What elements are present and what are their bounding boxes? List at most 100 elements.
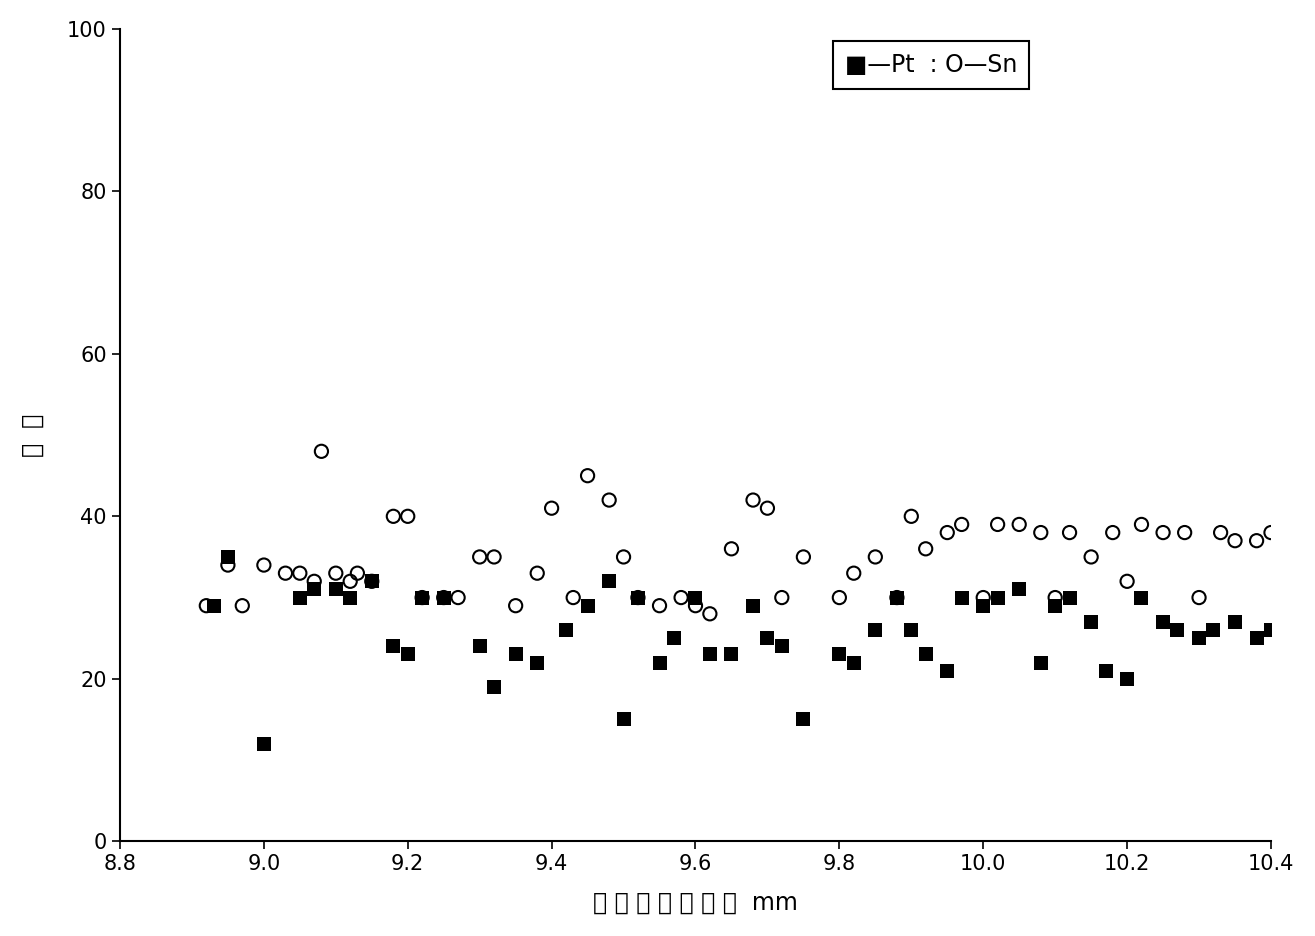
Point [1116,671,1137,686]
Point [304,582,325,597]
X-axis label: 剖 面 沿 直 径 坐 标  mm: 剖 面 沿 直 径 坐 标 mm [593,891,798,915]
Point [1030,655,1051,670]
Point [412,590,433,605]
Point [951,517,972,532]
Point [397,509,418,524]
Point [973,598,994,613]
Point [743,492,764,507]
Point [505,647,526,662]
Point [1044,598,1065,613]
Point [362,574,383,589]
Point [772,639,793,654]
Point [217,558,238,573]
Point [1059,590,1080,605]
Point [1081,614,1102,629]
Point [988,517,1009,532]
Point [1044,590,1065,605]
Point [793,712,814,727]
Point [304,574,325,589]
Point [886,590,907,605]
Point [484,549,505,564]
Point [627,590,648,605]
Point [1174,525,1195,540]
Point [339,574,360,589]
Point [700,607,721,622]
Point [613,549,634,564]
Point [1203,622,1224,637]
Point [203,598,224,613]
Y-axis label: 计  数: 计 数 [21,414,45,457]
Point [650,598,671,613]
Point [1224,614,1245,629]
Point [563,590,584,605]
Point [865,622,886,637]
Point [865,549,886,564]
Point [484,680,505,695]
Point [1131,590,1152,605]
Point [289,565,310,580]
Point [555,622,576,637]
Point [685,590,706,605]
Point [527,565,548,580]
Point [936,664,957,679]
Point [347,565,368,580]
Point [1210,525,1231,540]
Point [310,444,331,459]
Text: ■—Pt  : O—Sn: ■—Pt : O—Sn [846,53,1018,77]
Point [231,598,252,613]
Point [793,549,814,564]
Point [1131,517,1152,532]
Point [1166,622,1187,637]
Point [1152,525,1173,540]
Point [540,501,562,516]
Point [275,565,296,580]
Point [383,639,404,654]
Point [650,655,671,670]
Point [1009,582,1030,597]
Point [1261,622,1282,637]
Point [362,574,383,589]
Point [447,590,468,605]
Point [289,590,310,605]
Point [469,549,490,564]
Point [1095,664,1116,679]
Point [254,558,275,573]
Point [936,525,957,540]
Point [1261,525,1282,540]
Point [828,647,849,662]
Point [325,582,346,597]
Point [613,712,634,727]
Point [397,647,418,662]
Point [1247,631,1268,646]
Point [196,598,217,613]
Point [951,590,972,605]
Point [757,501,778,516]
Point [1189,590,1210,605]
Point [1081,549,1102,564]
Point [772,590,793,605]
Point [412,590,433,605]
Point [721,647,742,662]
Point [598,492,619,507]
Point [901,622,922,637]
Point [433,590,454,605]
Point [671,590,692,605]
Point [1189,631,1210,646]
Point [1009,517,1030,532]
Point [901,509,922,524]
Point [700,647,721,662]
Point [1224,534,1245,548]
Point [527,655,548,670]
Point [383,509,404,524]
Point [1116,574,1137,589]
Point [505,598,526,613]
Point [988,590,1009,605]
Point [843,565,864,580]
Point [433,590,454,605]
Point [254,737,275,752]
Point [577,598,598,613]
Point [757,631,778,646]
Point [915,647,936,662]
Point [1152,614,1173,629]
Point [325,565,346,580]
